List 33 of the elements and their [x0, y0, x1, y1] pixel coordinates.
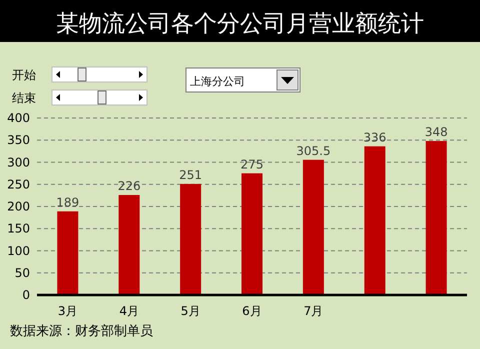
bar: [426, 141, 447, 295]
bar: [57, 211, 78, 295]
y-tick-label: 300: [7, 155, 30, 170]
data-label: 275: [240, 157, 264, 172]
bar: [118, 194, 140, 295]
bar: [180, 184, 202, 295]
y-tick-label: 200: [7, 200, 30, 214]
bar: [242, 173, 262, 295]
y-tick-label: 50: [14, 266, 30, 280]
text: 上海分公司: [190, 75, 245, 88]
bar: [364, 146, 386, 295]
x-tick-label: 6月: [242, 304, 262, 318]
data-label: 226: [118, 178, 141, 193]
data-label: 189: [56, 195, 80, 210]
y-tick-label: 400: [7, 111, 30, 125]
chart-title: 某物流公司各个分公司月营业额统计: [56, 11, 424, 37]
y-tick-label: 350: [7, 133, 30, 148]
x-tick-label: 4月: [119, 304, 139, 318]
y-tick-label: 250: [7, 177, 30, 192]
x-tick-label: 5月: [180, 304, 200, 318]
x-tick-label: 7月: [304, 304, 324, 318]
data-label: 348: [424, 125, 448, 140]
bar: [302, 160, 324, 295]
text: 结束: [12, 91, 36, 105]
data-label: 305.5: [296, 144, 331, 158]
y-tick-label: 0: [22, 288, 30, 302]
source-note: 数据来源：财务部制单员: [10, 324, 153, 339]
y-tick-label: 100: [7, 244, 30, 258]
x-tick-label: 3月: [58, 304, 78, 318]
text: 开始: [12, 68, 36, 82]
data-label: 251: [179, 168, 202, 182]
y-tick-label: 150: [7, 222, 30, 236]
data-label: 336: [363, 130, 386, 144]
